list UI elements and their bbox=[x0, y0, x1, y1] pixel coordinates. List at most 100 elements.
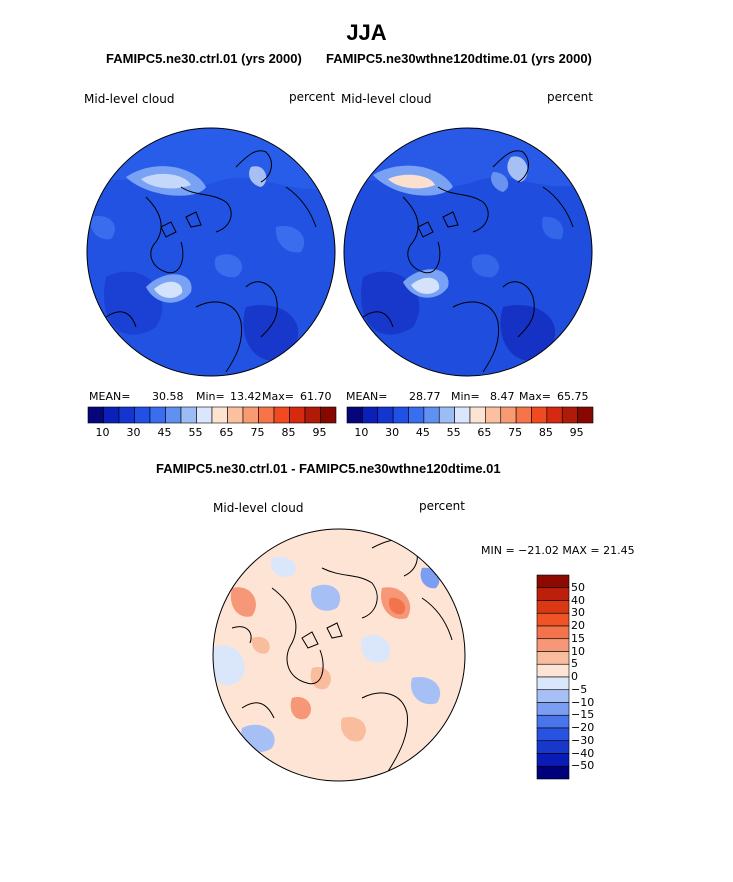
colorbar-tick-label: 55 bbox=[188, 426, 203, 439]
colorbar-tick-label: 55 bbox=[446, 426, 461, 439]
colorbar-tick-label: 65 bbox=[219, 426, 234, 439]
colorbar-swatch bbox=[500, 406, 517, 424]
colorbar-tick-label: 95 bbox=[569, 426, 584, 439]
colorbar-swatch bbox=[165, 406, 182, 424]
colorbar-swatch bbox=[408, 406, 425, 424]
colorbar-swatch bbox=[536, 625, 570, 640]
panel1-polar-map bbox=[86, 127, 336, 377]
panel1-variable-label: Mid-level cloud bbox=[84, 92, 175, 106]
colorbar-tick-label: −15 bbox=[571, 708, 595, 722]
colorbar-swatch bbox=[438, 406, 455, 424]
colorbar-swatch bbox=[536, 676, 570, 691]
colorbar-swatch bbox=[362, 406, 379, 424]
panel1-min-value: 13.42 bbox=[230, 390, 262, 403]
panel1-colorbar bbox=[87, 406, 337, 424]
figure-title: JJA bbox=[346, 20, 387, 45]
colorbar-swatch bbox=[103, 406, 120, 424]
colorbar-swatch bbox=[242, 406, 259, 424]
colorbar-tick-label: −50 bbox=[571, 759, 595, 773]
panel2-mean-label: MEAN= bbox=[346, 390, 388, 403]
colorbar-swatch bbox=[515, 406, 532, 424]
colorbar-swatch bbox=[118, 406, 135, 424]
colorbar-swatch bbox=[536, 702, 570, 716]
colorbar-swatch bbox=[149, 406, 166, 424]
diff-min-max-label: MIN = −21.02 MAX = 21.45 bbox=[481, 544, 635, 557]
colorbar-swatch bbox=[273, 406, 290, 424]
colorbar-swatch bbox=[227, 406, 244, 424]
colorbar-swatch bbox=[536, 714, 570, 729]
colorbar-swatch bbox=[536, 765, 570, 780]
colorbar-tick-label: 50 bbox=[571, 580, 585, 594]
colorbar-swatch bbox=[536, 587, 570, 601]
panel2-max-value: 65.75 bbox=[557, 390, 589, 403]
colorbar-swatch bbox=[196, 406, 213, 424]
colorbar-tick-label: 5 bbox=[571, 657, 578, 671]
colorbar-swatch bbox=[485, 406, 502, 424]
colorbar-swatch bbox=[531, 406, 548, 424]
panel1-mean-label: MEAN= bbox=[89, 390, 131, 403]
panel2-units-label: percent bbox=[547, 90, 593, 104]
colorbar-swatch bbox=[561, 406, 578, 424]
colorbar-tick-label: 75 bbox=[508, 426, 523, 439]
colorbar-swatch bbox=[536, 651, 570, 665]
panel2-colorbar-ticks: 10 30 45 55 65 75 85 95 bbox=[347, 426, 593, 440]
colorbar-tick-label: 45 bbox=[415, 426, 430, 439]
diff-colorbar-ticks: 50 40 30 20 15 10 5 0 −5 −10 −15 −20 −30 −40 −50 bbox=[571, 575, 611, 779]
colorbar-swatch bbox=[546, 406, 563, 424]
colorbar-swatch bbox=[536, 689, 570, 703]
colorbar-tick-label: 65 bbox=[477, 426, 492, 439]
colorbar-swatch bbox=[346, 406, 363, 424]
colorbar-tick-label: 10 bbox=[571, 644, 585, 658]
colorbar-swatch bbox=[536, 612, 570, 627]
panel2-min-label: Min= bbox=[451, 390, 480, 403]
colorbar-swatch bbox=[577, 406, 594, 424]
colorbar-swatch bbox=[180, 406, 197, 424]
panel1-max-value: 61.70 bbox=[300, 390, 332, 403]
colorbar-swatch bbox=[258, 406, 275, 424]
colorbar-swatch bbox=[536, 600, 570, 614]
panel2-mean-value: 28.77 bbox=[409, 390, 441, 403]
colorbar-tick-label: −20 bbox=[571, 721, 595, 734]
colorbar-tick-label: 30 bbox=[126, 426, 141, 439]
colorbar-swatch bbox=[536, 574, 570, 589]
panel1-mean-value: 30.58 bbox=[152, 390, 184, 403]
colorbar-swatch bbox=[469, 406, 486, 424]
colorbar-tick-label: 20 bbox=[571, 619, 585, 632]
panel1-min-label: Min= bbox=[196, 390, 225, 403]
colorbar-tick-label: 95 bbox=[312, 426, 327, 439]
colorbar-swatch bbox=[87, 406, 104, 424]
case1-title: FAMIPC5.ne30.ctrl.01 (yrs 2000) bbox=[106, 51, 302, 66]
diff-title: FAMIPC5.ne30.ctrl.01 - FAMIPC5.ne30wthne… bbox=[156, 461, 501, 476]
colorbar-tick-label: −5 bbox=[571, 682, 588, 696]
colorbar-swatch bbox=[392, 406, 409, 424]
colorbar-tick-label: 10 bbox=[354, 426, 369, 439]
colorbar-tick-label: 75 bbox=[250, 426, 265, 439]
colorbar-tick-label: 10 bbox=[95, 426, 110, 439]
panel2-max-label: Max= bbox=[519, 390, 551, 403]
colorbar-tick-label: −40 bbox=[571, 746, 595, 760]
diff-variable-label: Mid-level cloud bbox=[213, 501, 304, 515]
colorbar-swatch bbox=[377, 406, 394, 424]
colorbar-tick-label: −30 bbox=[571, 733, 595, 747]
colorbar-swatch bbox=[289, 406, 306, 424]
diff-colorbar bbox=[536, 574, 570, 780]
colorbar-swatch bbox=[536, 727, 570, 742]
colorbar-tick-label: 15 bbox=[571, 631, 585, 645]
panel1-max-label: Max= bbox=[262, 390, 294, 403]
colorbar-tick-label: 0 bbox=[571, 670, 578, 683]
colorbar-tick-label: 40 bbox=[571, 593, 585, 607]
panel1-units-label: percent bbox=[289, 90, 335, 104]
colorbar-swatch bbox=[134, 406, 151, 424]
colorbar-swatch bbox=[536, 663, 570, 678]
diff-polar-map bbox=[212, 528, 466, 782]
case2-title: FAMIPC5.ne30wthne120dtime.01 (yrs 2000) bbox=[326, 51, 592, 66]
colorbar-tick-label: 30 bbox=[571, 606, 585, 620]
colorbar-swatch bbox=[536, 638, 570, 652]
colorbar-tick-label: 85 bbox=[281, 426, 296, 439]
colorbar-tick-label: 85 bbox=[538, 426, 553, 439]
panel1-colorbar-ticks: 10 30 45 55 65 75 85 95 bbox=[88, 426, 336, 440]
panel2-polar-map bbox=[343, 127, 593, 377]
colorbar-tick-label: 45 bbox=[157, 426, 172, 439]
colorbar-swatch bbox=[211, 406, 228, 424]
panel2-min-value: 8.47 bbox=[490, 390, 515, 403]
